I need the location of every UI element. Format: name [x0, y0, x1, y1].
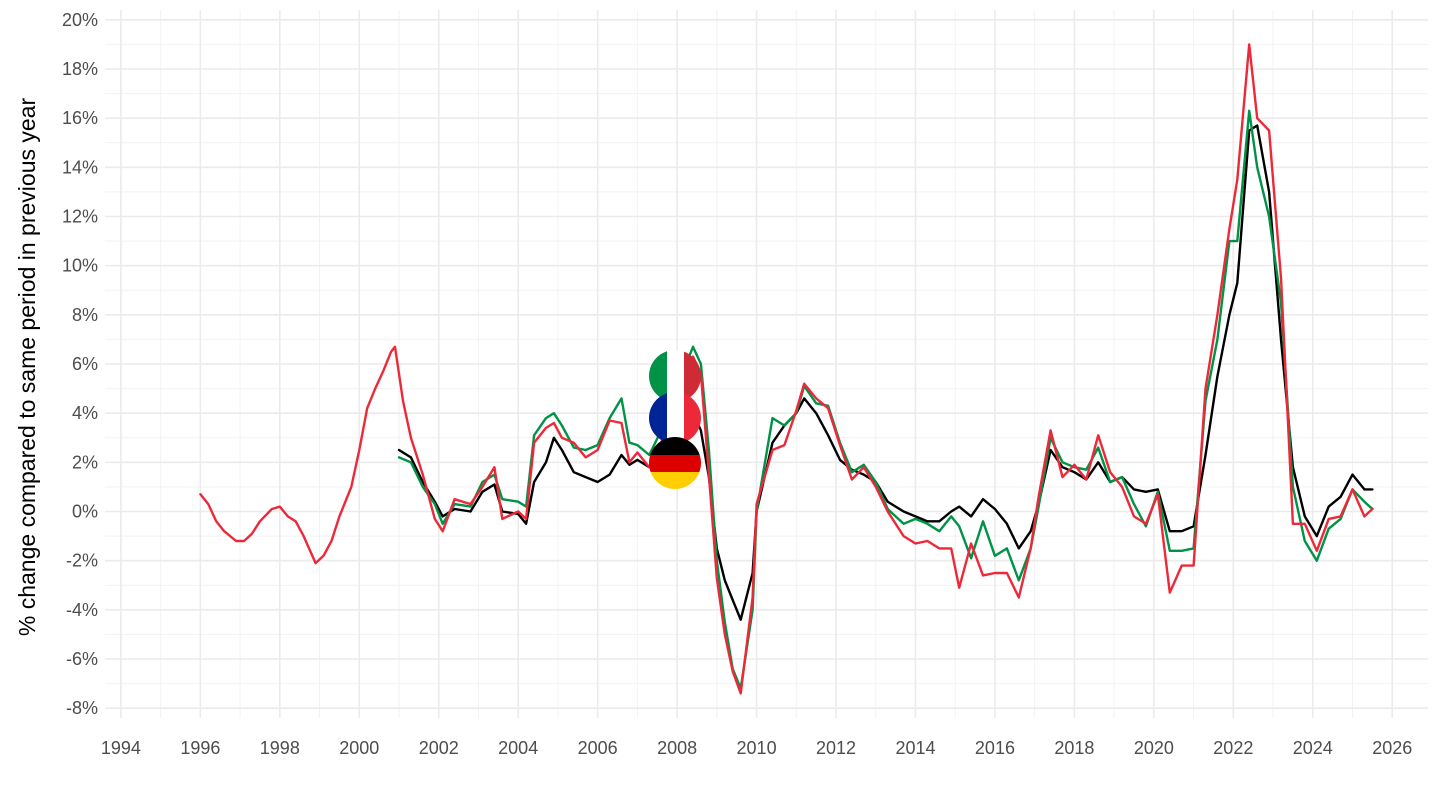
x-tick-label: 2016: [975, 738, 1015, 758]
y-tick-label: 18%: [62, 59, 98, 79]
x-tick-label: 2004: [498, 738, 538, 758]
france-flag-icon: [649, 392, 701, 444]
y-tick-label: 10%: [62, 256, 98, 276]
x-tick-label: 2014: [895, 738, 935, 758]
x-tick-label: 1996: [180, 738, 220, 758]
y-tick-label: 20%: [62, 10, 98, 30]
x-tick-label: 2020: [1134, 738, 1174, 758]
y-tick-label: -4%: [66, 600, 98, 620]
series-line-germany: [397, 124, 1374, 621]
x-tick-label: 2002: [419, 738, 459, 758]
y-tick-label: 4%: [72, 403, 98, 423]
y-tick-label: 6%: [72, 354, 98, 374]
y-tick-label: 8%: [72, 305, 98, 325]
series-line-france: [199, 43, 1374, 695]
y-tick-label: -8%: [66, 698, 98, 718]
italy-flag-icon: [649, 350, 701, 402]
x-tick-label: 2006: [578, 738, 618, 758]
series-group: [199, 43, 1374, 695]
x-tick-label: 2018: [1054, 738, 1094, 758]
y-tick-label: 0%: [72, 502, 98, 522]
y-tick-label: 2%: [72, 452, 98, 472]
x-tick-label: 2012: [816, 738, 856, 758]
legend-flags: [649, 350, 701, 489]
x-tick-label: 2024: [1293, 738, 1333, 758]
grid: [105, 10, 1428, 718]
x-tick-label: 1998: [260, 738, 300, 758]
y-tick-label: -2%: [66, 551, 98, 571]
y-axis-title: % change compared to same period in prev…: [14, 98, 40, 637]
x-axis-ticks: 1994 1996 1998 2000 2002 2004 2006 2008 2010 2012…: [101, 738, 1412, 758]
y-tick-label: 16%: [62, 108, 98, 128]
series-line-italy: [397, 109, 1374, 690]
x-tick-label: 2022: [1213, 738, 1253, 758]
germany-flag-icon: [649, 437, 701, 489]
x-tick-label: 2026: [1372, 738, 1412, 758]
x-tick-label: 1994: [101, 738, 141, 758]
x-tick-label: 2000: [339, 738, 379, 758]
y-axis-ticks: -8% -6% -4% -2% 0% 2% 4% 6% 8% 10% 12% 14% 16% 18% 20%: [62, 10, 98, 718]
y-tick-label: -6%: [66, 649, 98, 669]
x-tick-label: 2008: [657, 738, 697, 758]
y-tick-label: 14%: [62, 157, 98, 177]
x-tick-label: 2010: [737, 738, 777, 758]
y-tick-label: 12%: [62, 207, 98, 227]
